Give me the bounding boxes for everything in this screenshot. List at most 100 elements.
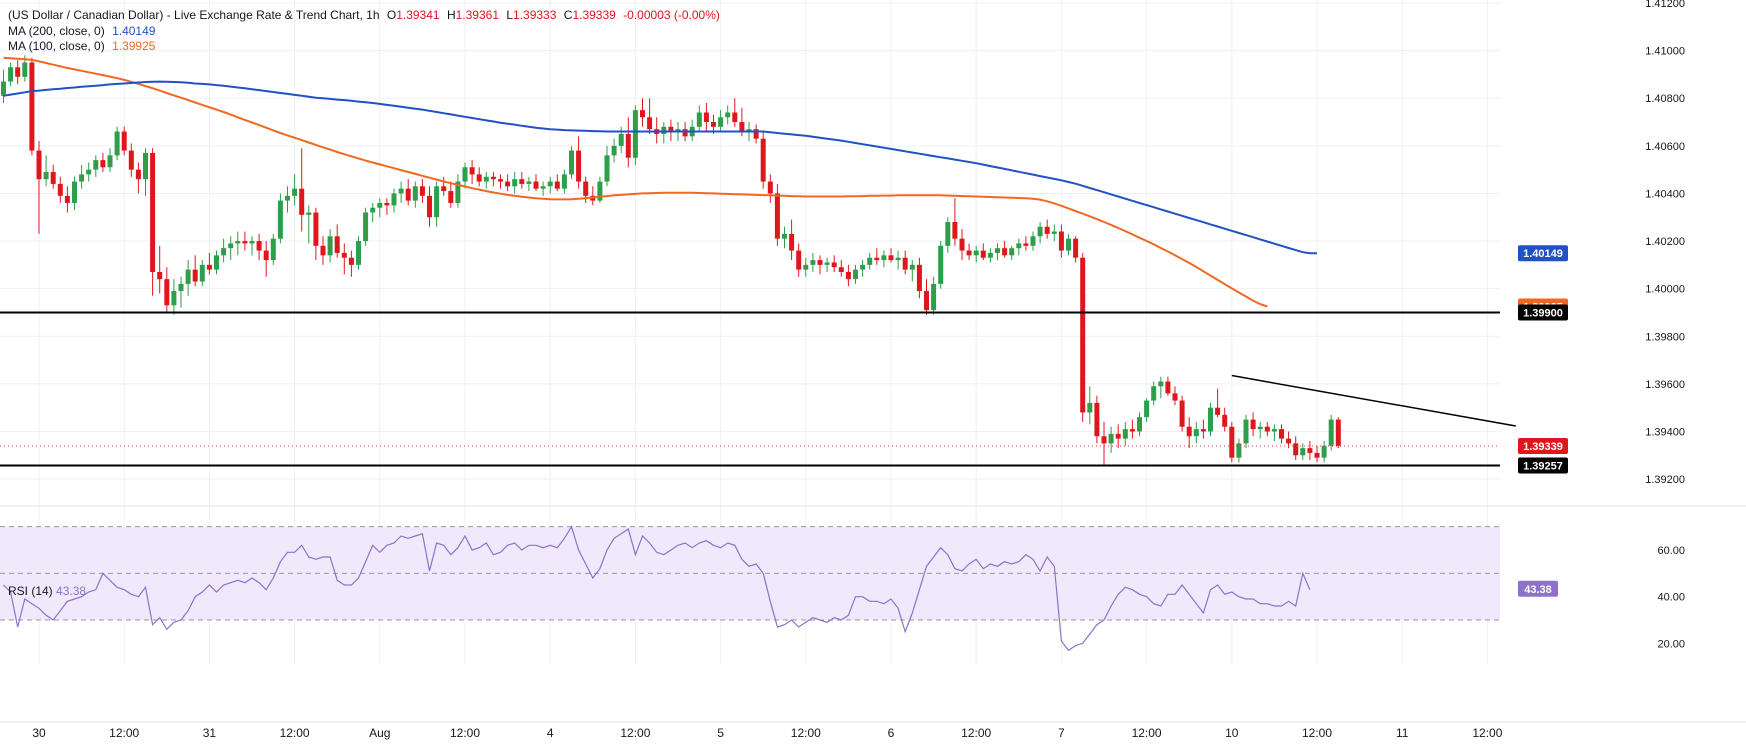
price-label-bg <box>1518 245 1568 262</box>
candle-down <box>1279 429 1284 439</box>
time-tick-label: 6 <box>888 726 895 740</box>
ohlc-c-label: C <box>563 8 573 22</box>
candle-down <box>760 138 766 182</box>
candle-up <box>611 145 617 156</box>
candle-up <box>171 291 177 306</box>
candle-up <box>1087 402 1093 413</box>
candle-down <box>469 167 475 175</box>
candle-up <box>597 181 603 201</box>
price-label-bg <box>1518 457 1568 474</box>
candle-down <box>1172 393 1178 401</box>
candle-up <box>547 181 553 187</box>
candle-up <box>718 117 724 127</box>
candle-down <box>1222 414 1228 427</box>
price-label-bg <box>1518 304 1568 321</box>
candle-down <box>256 241 262 251</box>
ohlc-close: 1.39339 <box>572 8 616 22</box>
candle-down <box>348 257 354 265</box>
candle-up <box>72 181 77 203</box>
rsi-panel <box>0 525 1500 652</box>
candle-up <box>995 248 1000 253</box>
candle-up <box>1016 243 1022 249</box>
candle-down <box>405 188 411 201</box>
candle-down <box>100 160 106 168</box>
candle-up <box>356 241 361 265</box>
time-tick-label: 7 <box>1058 726 1065 740</box>
ohlc-l-label: L <box>506 8 514 22</box>
ohlc-high: 1.39361 <box>455 8 499 22</box>
candle-up <box>1328 419 1334 446</box>
candle-down <box>441 186 447 192</box>
time-tick-label: Aug <box>369 726 390 740</box>
candle-down <box>1073 238 1079 258</box>
candle-down <box>966 250 972 256</box>
candle-up <box>1243 419 1249 444</box>
ohlc-change: -0.00003 (-0.00%) <box>623 8 720 22</box>
candle-down <box>1314 452 1320 458</box>
candle-up <box>1321 445 1327 458</box>
candle-up <box>569 150 574 175</box>
price-tick-label: 1.40400 <box>1645 188 1685 200</box>
candle-down <box>952 222 958 239</box>
candle-up <box>945 222 951 246</box>
price-tick-label: 1.40800 <box>1645 93 1685 105</box>
candle-down <box>647 117 653 130</box>
price-tick-label: 1.39600 <box>1645 379 1685 391</box>
time-axis[interactable]: 30 12:00 31 12:00 Aug 12:00 4 12:00 5 12:00 6 12:00… <box>32 726 1502 740</box>
candle-down <box>888 255 894 261</box>
candle-down <box>164 279 170 306</box>
candle-up <box>987 252 993 258</box>
candle-down <box>774 193 780 239</box>
price-axis[interactable]: 1.41200 1.41000 1.40800 1.40600 1.40400 1.402… <box>1518 0 1685 650</box>
ohlc-open: 1.39341 <box>396 8 440 22</box>
candle-down <box>519 179 525 184</box>
candle-up <box>228 243 234 249</box>
candle-up <box>114 131 120 156</box>
candle-up <box>178 283 184 292</box>
time-tick-label: 5 <box>717 726 724 740</box>
candle-down <box>533 181 539 189</box>
candle-up <box>370 207 376 213</box>
ohlc-h-label: H <box>446 8 456 22</box>
candle-down <box>36 150 42 180</box>
candle-down <box>242 241 248 244</box>
candle-down <box>1115 433 1121 439</box>
candle-down <box>789 233 795 251</box>
ma200-line <box>3 80 1317 255</box>
candle-down <box>206 264 212 270</box>
candle-down <box>1229 426 1235 458</box>
candle-up <box>1236 443 1242 458</box>
price-tick-label: 1.39800 <box>1645 331 1685 343</box>
time-tick-label: 12:00 <box>1132 726 1162 740</box>
candle-up <box>860 264 866 270</box>
time-tick-label: 4 <box>547 726 554 740</box>
candle-up <box>107 155 113 168</box>
rsi-tick-label: 20.00 <box>1657 638 1685 650</box>
candle-up <box>1066 238 1071 251</box>
candle-down <box>1293 443 1299 456</box>
candle-down <box>1023 243 1029 246</box>
candle-up <box>853 269 858 280</box>
candle-up <box>881 255 887 261</box>
candle-up <box>632 110 638 158</box>
candle-down <box>831 262 837 268</box>
candle-down <box>576 150 582 182</box>
candle-up <box>540 186 546 189</box>
candle-down <box>739 122 745 132</box>
candle-up <box>661 126 667 134</box>
candle-up <box>185 269 191 284</box>
price-tick-label: 1.41200 <box>1645 0 1685 10</box>
candle-down <box>817 260 823 265</box>
candle-down <box>1286 438 1292 444</box>
candle-up <box>1208 407 1213 432</box>
candle-down <box>1215 407 1221 415</box>
price-tick-label: 1.39400 <box>1645 426 1685 438</box>
candle-down <box>874 257 880 261</box>
candle-down <box>135 169 141 180</box>
candle-down <box>1129 429 1135 432</box>
candle-down <box>476 174 482 182</box>
candle-down <box>419 186 425 196</box>
candle-down <box>796 250 802 270</box>
candle-down <box>1101 436 1107 444</box>
